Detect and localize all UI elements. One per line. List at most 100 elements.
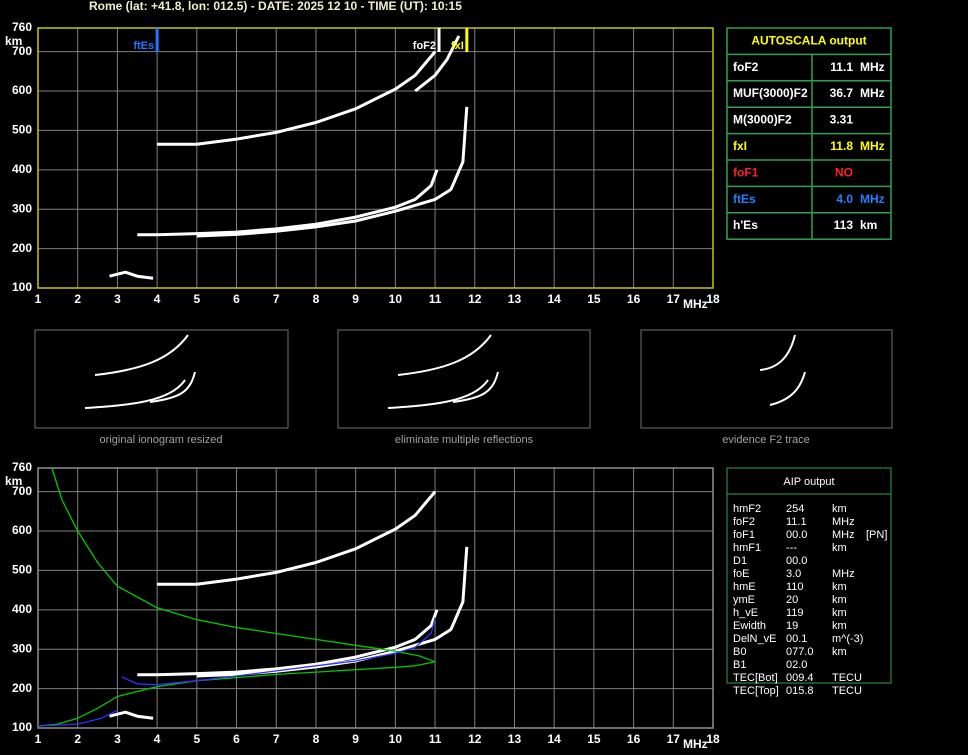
y-tick-label: 300 (12, 201, 32, 215)
header-title: Rome (lat: +41.8, lon: 012.5) - DATE: 20… (89, 0, 462, 13)
table-cell: TEC[Bot] (733, 672, 778, 684)
table-cell: --- (786, 542, 797, 554)
table-cell: MHz (860, 192, 885, 206)
table-cell: foF1 (733, 165, 759, 179)
x-tick-label: 10 (389, 732, 403, 746)
table-cell: 11.1 (830, 60, 853, 74)
table-cell: 19 (786, 620, 798, 632)
table-cell: ftEs (733, 192, 756, 206)
table-cell: foF1 (733, 529, 755, 541)
y-tick-label: 760 (12, 460, 32, 474)
y-tick-label: 600 (12, 523, 32, 537)
x-tick-label: 8 (313, 732, 320, 746)
y-tick-label: 500 (12, 123, 32, 137)
table-cell: 009.4 (786, 672, 814, 684)
x-tick-label: 13 (508, 732, 522, 746)
thumbnail (34, 329, 893, 429)
x-tick-label: 12 (468, 292, 482, 306)
x-tick-label: 18 (706, 292, 720, 306)
x-tick-label: 17 (667, 292, 681, 306)
table-cell: MHz (860, 139, 885, 153)
table-cell: 36.7 (830, 86, 854, 100)
trace (196, 106, 469, 238)
thumbnail-caption: original ionogram resized (100, 434, 223, 446)
trace (109, 710, 154, 720)
table-cell: TECU (832, 672, 862, 684)
table-cell: M(3000)F2 (733, 113, 792, 127)
table-cell: MHz (832, 568, 855, 580)
trace (121, 617, 436, 686)
table-cell: ymE (733, 594, 755, 606)
x-axis-label: MHz (683, 297, 708, 311)
x-axis-label: MHz (683, 737, 708, 751)
x-tick-label: 18 (706, 732, 720, 746)
table-cell: MHz (832, 516, 855, 528)
table-cell: 3.31 (830, 113, 854, 127)
y-tick-label: 600 (12, 83, 32, 97)
table-cell: 119 (786, 607, 804, 619)
x-tick-label: 17 (667, 732, 681, 746)
x-tick-label: 11 (429, 732, 442, 746)
table-cell: km (832, 620, 847, 632)
annotation-label: foF2 (413, 40, 436, 52)
trace (37, 709, 118, 727)
x-tick-label: 5 (193, 732, 200, 746)
x-tick-label: 13 (508, 292, 522, 306)
y-tick-label: 300 (12, 641, 32, 655)
x-tick-label: 4 (154, 732, 161, 746)
x-tick-label: 6 (233, 732, 240, 746)
x-tick-label: 3 (114, 292, 121, 306)
table-cell: 077.0 (786, 646, 814, 658)
x-tick-label: 7 (273, 292, 280, 306)
plot-frame (37, 467, 714, 729)
annotation-label: fxI (451, 40, 464, 52)
y-tick-label: 100 (12, 280, 32, 294)
table-cell: D1 (733, 555, 747, 567)
y-axis-label: km (5, 34, 22, 48)
x-tick-label: 1 (35, 732, 42, 746)
table-cell: 4.0 (836, 192, 853, 206)
x-tick-label: 3 (114, 732, 121, 746)
table-cell: km (832, 594, 847, 606)
table-cell: 015.8 (786, 685, 814, 697)
table-cell: h'Es (733, 218, 758, 232)
x-tick-label: 2 (74, 292, 81, 306)
y-tick-label: 700 (12, 484, 32, 498)
table-cell: h_vE (733, 607, 758, 619)
table-cell: foE (733, 568, 750, 580)
y-tick-label: 200 (12, 681, 32, 695)
table-cell: 00.1 (786, 633, 807, 645)
y-axis-label: km (5, 474, 22, 488)
table-frame (726, 467, 892, 684)
table-cell: km (832, 646, 847, 658)
table-cell: TECU (832, 685, 862, 697)
y-tick-label: 400 (12, 162, 32, 176)
trace (109, 270, 154, 280)
table-cell: 11.1 (786, 516, 807, 528)
table-cell: km (860, 218, 877, 232)
table-cell: Ewidth (733, 620, 766, 632)
x-tick-label: 14 (547, 292, 561, 306)
table-cell: km (832, 607, 847, 619)
x-tick-label: 5 (193, 292, 200, 306)
y-tick-label: 700 (12, 44, 32, 58)
table-cell: hmF2 (733, 503, 761, 515)
table-cell: foF2 (733, 60, 759, 74)
x-tick-label: 14 (547, 732, 561, 746)
x-tick-label: 16 (627, 732, 641, 746)
table-cell: hmE (733, 581, 756, 593)
table-cell: 20 (786, 594, 798, 606)
thumbnail-caption: eliminate multiple reflections (395, 434, 534, 446)
table-cell: MUF(3000)F2 (733, 86, 808, 100)
y-tick-label: 400 (12, 602, 32, 616)
x-tick-label: 10 (389, 292, 403, 306)
trace (414, 35, 461, 93)
table-cell: 00.0 (786, 529, 807, 541)
table-cell: B0 (733, 646, 746, 658)
trace (157, 490, 437, 586)
y-tick-label: 500 (12, 563, 32, 577)
x-tick-label: 15 (587, 732, 601, 746)
x-tick-label: 8 (313, 292, 320, 306)
y-tick-label: 760 (12, 20, 32, 34)
